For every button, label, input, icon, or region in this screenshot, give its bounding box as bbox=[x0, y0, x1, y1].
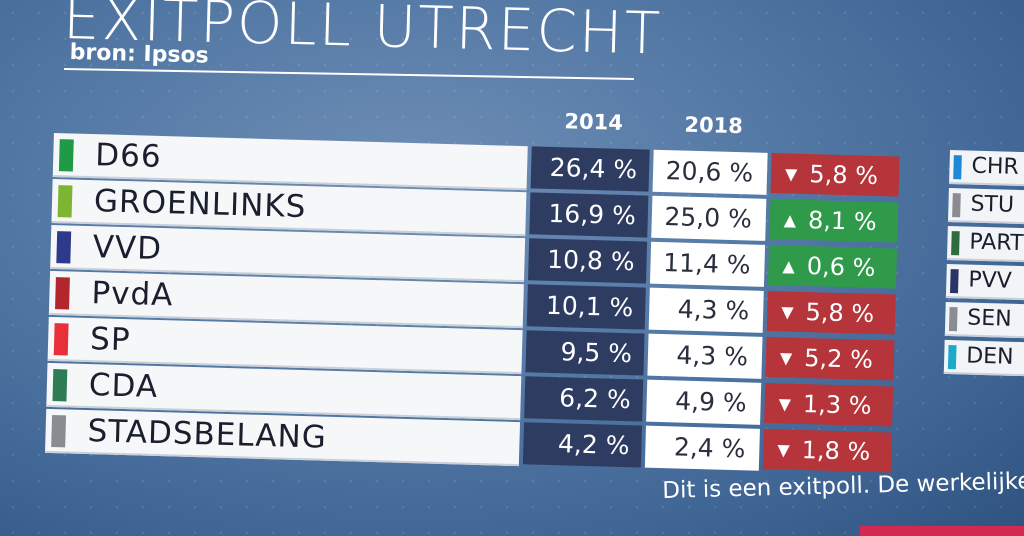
value-2014: 26,4 % bbox=[530, 146, 650, 192]
party-color-swatch bbox=[53, 323, 69, 356]
party-color-swatch bbox=[51, 415, 67, 448]
arrow-down-icon: ▼ bbox=[777, 440, 790, 460]
value-2018: 25,0 % bbox=[651, 195, 767, 241]
party-color-swatch bbox=[947, 345, 957, 370]
title-underline bbox=[63, 68, 634, 80]
results-table: 2014 2018 D66 26,4 % 20,6 % ▼ 5,8 % GROENLINK… bbox=[45, 95, 915, 479]
party-name: CDA bbox=[88, 367, 159, 405]
change-cell: ▲ 0,6 % bbox=[767, 244, 898, 289]
change-cell: ▼ 1,8 % bbox=[762, 428, 892, 473]
change-value: 5,8 % bbox=[809, 160, 879, 191]
party-color-swatch bbox=[948, 307, 958, 332]
arrow-down-icon: ▼ bbox=[778, 394, 792, 414]
value-2014: 10,1 % bbox=[526, 284, 646, 330]
change-value: 5,8 % bbox=[805, 298, 875, 328]
value-2014: 4,2 % bbox=[522, 422, 643, 468]
party-name: PvdA bbox=[90, 275, 174, 314]
side-list-label: SEN bbox=[966, 305, 1012, 332]
value-2014: 16,9 % bbox=[529, 192, 649, 238]
arrow-down-icon: ▼ bbox=[780, 302, 794, 322]
party-color-swatch bbox=[951, 231, 960, 256]
party-color-swatch bbox=[953, 155, 962, 180]
change-cell: ▼ 1,3 % bbox=[764, 382, 894, 427]
change-cell: ▼ 5,2 % bbox=[765, 336, 895, 381]
change-cell: ▲ 8,1 % bbox=[769, 199, 899, 243]
side-list-label: PVV bbox=[968, 267, 1013, 294]
side-list-item: PVV bbox=[945, 263, 1024, 301]
value-2018: 4,9 % bbox=[646, 379, 762, 425]
side-list-label: DEN bbox=[965, 343, 1014, 370]
side-list-label: PART bbox=[969, 229, 1024, 257]
change-value: 5,2 % bbox=[803, 344, 874, 374]
party-color-swatch bbox=[950, 269, 959, 294]
arrow-up-icon: ▲ bbox=[782, 256, 796, 276]
value-2014: 6,2 % bbox=[524, 376, 644, 422]
side-list-item: DEN bbox=[943, 339, 1024, 377]
party-color-swatch bbox=[56, 231, 72, 264]
party-color-swatch bbox=[58, 139, 74, 172]
party-name: GROENLINKS bbox=[93, 183, 307, 226]
change-value: 1,8 % bbox=[801, 435, 871, 466]
party-name: VVD bbox=[92, 229, 163, 268]
change-value: 8,1 % bbox=[807, 206, 878, 236]
side-list-item: PART bbox=[946, 225, 1024, 263]
accent-strip bbox=[860, 526, 1024, 536]
side-list-item: SEN bbox=[944, 301, 1024, 339]
value-2018: 4,3 % bbox=[648, 287, 764, 333]
party-name: D66 bbox=[94, 137, 163, 175]
value-2018: 11,4 % bbox=[649, 241, 766, 287]
value-2018: 2,4 % bbox=[644, 425, 760, 471]
value-2014: 10,8 % bbox=[528, 238, 648, 284]
party-color-swatch bbox=[52, 369, 68, 402]
column-header-2018: 2018 bbox=[684, 112, 744, 139]
side-list-item: STU bbox=[947, 187, 1024, 225]
value-2018: 4,3 % bbox=[647, 333, 763, 379]
party-name: SP bbox=[89, 321, 132, 359]
party-color-swatch bbox=[952, 193, 961, 218]
arrow-down-icon: ▼ bbox=[784, 164, 798, 184]
party-color-swatch bbox=[57, 185, 73, 218]
column-header-2014: 2014 bbox=[564, 109, 624, 135]
arrow-up-icon: ▲ bbox=[783, 210, 797, 230]
party-name: STADSBELANG bbox=[87, 413, 328, 456]
change-cell: ▼ 5,8 % bbox=[766, 290, 896, 335]
change-cell: ▼ 5,8 % bbox=[770, 153, 900, 197]
source-label: bron: Ipsos bbox=[69, 40, 210, 69]
side-list-label: STU bbox=[970, 191, 1015, 218]
change-value: 0,6 % bbox=[806, 252, 876, 282]
change-value: 1,3 % bbox=[802, 390, 872, 420]
party-color-swatch bbox=[55, 277, 70, 310]
value-2018: 20,6 % bbox=[652, 149, 768, 195]
arrow-down-icon: ▼ bbox=[779, 348, 793, 368]
value-2014: 9,5 % bbox=[525, 330, 645, 376]
side-list-item: CHR bbox=[949, 150, 1024, 187]
other-parties-list: CHR STU PART PVV SEN DEN bbox=[943, 150, 1024, 380]
side-list-label: CHR bbox=[971, 153, 1020, 180]
